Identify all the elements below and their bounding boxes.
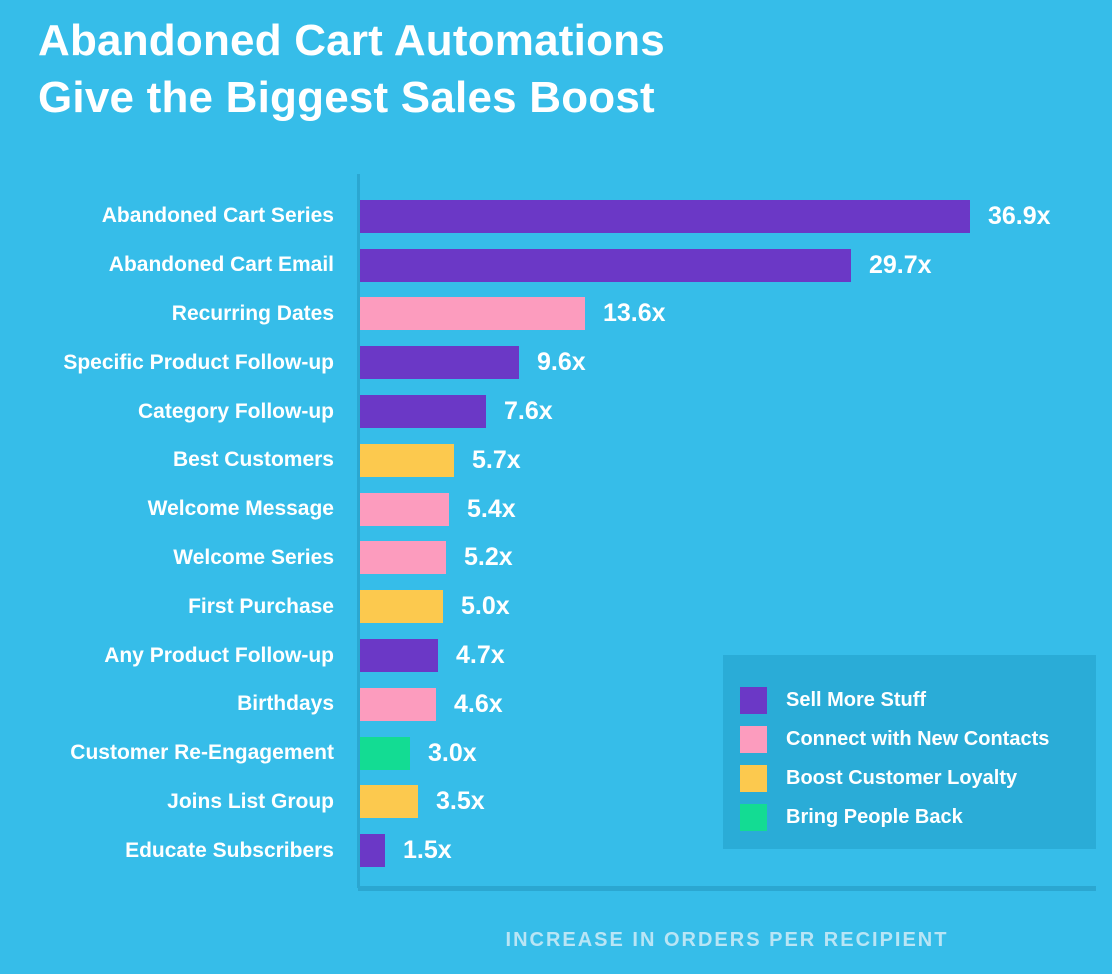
bar [360, 687, 436, 721]
category-label: Joins List Group [167, 789, 334, 813]
bar-row: Category Follow-up 7.6x [0, 387, 1112, 436]
bar [360, 541, 446, 575]
category-label: Birthdays [237, 692, 334, 716]
bar [360, 736, 410, 770]
legend-label: Sell More Stuff [786, 689, 927, 711]
x-axis-label: INCREASE IN ORDERS PER RECIPIENT [505, 929, 949, 951]
bar-row: Specific Product Follow-up 9.6x [0, 338, 1112, 387]
category-label: Category Follow-up [138, 399, 334, 423]
bar [360, 834, 385, 868]
value-label: 7.6x [504, 397, 553, 426]
bar-row: Abandoned Cart Email 29.7x [0, 241, 1112, 290]
value-label: 5.0x [461, 592, 510, 621]
bar [360, 199, 970, 233]
legend-item: Sell More Stuff [740, 681, 1096, 720]
value-label: 5.2x [464, 543, 513, 572]
category-label: Educate Subscribers [125, 838, 334, 862]
category-label: Abandoned Cart Series [101, 204, 334, 228]
legend-label: Boost Customer Loyalty [786, 767, 1018, 789]
bar [360, 443, 454, 477]
legend-item: Boost Customer Loyalty [740, 759, 1096, 798]
value-label: 3.0x [428, 738, 477, 767]
x-axis-line [358, 886, 1096, 891]
value-label: 4.7x [456, 641, 505, 670]
bar-row: Any Product Follow-up 4.7x [0, 631, 1112, 680]
value-label: 5.4x [467, 494, 516, 523]
legend-label: Bring People Back [786, 806, 963, 828]
legend-swatch [740, 687, 767, 714]
bar [360, 492, 449, 526]
value-label: 4.6x [454, 689, 503, 718]
bar-row: Welcome Message 5.4x [0, 485, 1112, 534]
category-label: Any Product Follow-up [104, 643, 334, 667]
category-label: Best Customers [172, 448, 334, 472]
value-label: 9.6x [537, 348, 586, 377]
bar-row: Educate Subscribers 1.5x [0, 826, 1112, 875]
bar [360, 395, 486, 429]
bar-row: Joins List Group 3.5x [0, 778, 1112, 827]
category-label: Specific Product Follow-up [63, 350, 334, 374]
bar-row: First Purchase 5.0x [0, 582, 1112, 631]
value-label: 1.5x [403, 836, 452, 865]
bar [360, 248, 851, 282]
value-label: 13.6x [603, 299, 666, 328]
category-label: First Purchase [188, 594, 334, 618]
bar-rows: Abandoned Cart Series 36.9x Abandoned Cart… [0, 192, 1112, 875]
legend-swatch [740, 804, 767, 831]
y-axis-line [357, 174, 360, 888]
bar [360, 297, 585, 331]
bar [360, 590, 443, 624]
legend-swatch [740, 765, 767, 792]
legend-swatch [740, 726, 767, 753]
value-label: 5.7x [472, 445, 521, 474]
legend: Sell More Stuff Connect with New Contacts… [723, 655, 1096, 849]
legend-label: Connect with New Contacts [786, 728, 1050, 750]
category-label: Welcome Message [147, 497, 334, 521]
bar-row: Welcome Series 5.2x [0, 534, 1112, 583]
value-label: 36.9x [988, 201, 1051, 230]
bar-row: Best Customers 5.7x [0, 436, 1112, 485]
value-label: 29.7x [869, 250, 932, 279]
bar [360, 346, 519, 380]
legend-item: Connect with New Contacts [740, 720, 1096, 759]
bar-row: Birthdays 4.6x [0, 680, 1112, 729]
category-label: Customer Re-Engagement [70, 741, 334, 765]
bar-row: Abandoned Cart Series 36.9x [0, 192, 1112, 241]
category-label: Welcome Series [173, 545, 334, 569]
bar [360, 785, 418, 819]
chart-title: Abandoned Cart Automations Give the Bigg… [38, 16, 665, 122]
category-label: Abandoned Cart Email [108, 253, 334, 277]
bar [360, 639, 438, 673]
legend-item: Bring People Back [740, 798, 1096, 837]
bar-row: Customer Re-Engagement 3.0x [0, 729, 1112, 778]
value-label: 3.5x [436, 787, 485, 816]
bar-row: Recurring Dates 13.6x [0, 290, 1112, 339]
category-label: Recurring Dates [171, 301, 334, 325]
